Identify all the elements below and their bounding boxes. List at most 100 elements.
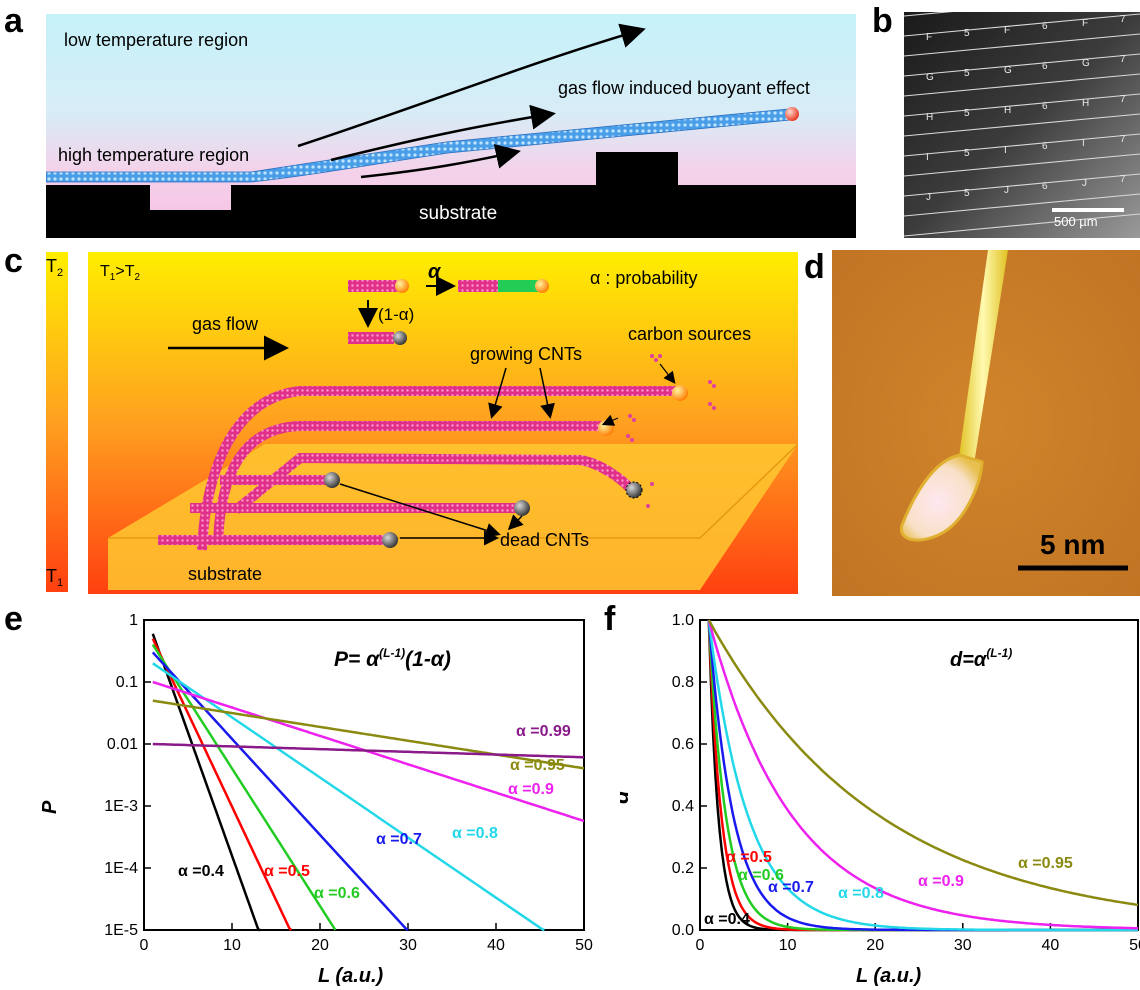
grid-letter: I	[1004, 145, 1007, 156]
grid-letter: I	[926, 152, 929, 163]
probability-label: α : probability	[590, 268, 697, 288]
y-tick-label: 0.6	[672, 736, 694, 753]
grid-number: 7	[1120, 134, 1126, 145]
x-tick-label: 30	[954, 937, 972, 954]
substrate-label-c: substrate	[188, 564, 262, 584]
grid-line	[904, 153, 1140, 177]
catalyst-particle	[785, 107, 799, 121]
grid-number: 5	[964, 108, 970, 119]
flow-arrow-2	[330, 104, 556, 162]
scale-label-b: 500 µm	[1054, 214, 1098, 229]
cnt-2	[213, 421, 602, 545]
grid-number: 5	[964, 148, 970, 159]
temperature-scale	[46, 252, 68, 592]
substrate-block	[46, 152, 856, 238]
formula-e: P= α(L-1)(1-α)	[334, 646, 451, 671]
panel-letter-f: f	[604, 600, 616, 638]
x-tick-label: 10	[779, 937, 797, 954]
panel-a-diagram: low temperature region high temperature …	[46, 14, 856, 238]
grid-letter: J	[926, 192, 931, 203]
y-tick-label: 0.1	[116, 674, 138, 691]
panel-letter-c: c	[4, 242, 23, 280]
flow-arrow-3	[360, 144, 521, 179]
plot-frame	[143, 619, 585, 931]
grid-line	[904, 53, 1140, 77]
substrate-label-a: substrate	[419, 203, 497, 224]
ylabel-e: P	[39, 800, 61, 814]
grid-number: 6	[1042, 101, 1048, 112]
series-line	[707, 619, 1139, 907]
x-tick-label: 20	[866, 937, 884, 954]
series-label: α =0.5	[726, 849, 772, 866]
series-line	[707, 619, 1138, 932]
y-tick-label: 0.01	[107, 736, 138, 753]
x-tick-label: 30	[399, 937, 417, 954]
grid-markers: F 5 F 6 F 7 G 5 G 6 G 7 H 5 H 6 H 7 I 5 I 6 I 7 J 5 J 6 J 7	[926, 14, 1126, 203]
y-tick-label: 0.4	[672, 798, 694, 815]
cnt-2-catalyst	[598, 420, 614, 436]
series-label: α =0.6	[738, 867, 784, 884]
x-tick-label: 50	[1129, 937, 1140, 954]
grid-number: 7	[1120, 14, 1126, 25]
inset-catalyst-2	[535, 279, 549, 293]
grid-letter: H	[1004, 105, 1011, 116]
carbon-label: carbon sources	[628, 324, 751, 344]
growing-arrow-2	[539, 367, 555, 419]
afm-nanotube	[958, 250, 1008, 464]
high-temp-label: high temperature region	[58, 145, 249, 165]
dead-cnt-3-catalyst	[382, 532, 398, 548]
grid-letter: J	[1004, 185, 1009, 196]
series-label: α =0.9	[508, 781, 554, 798]
grid-letter: I	[1082, 138, 1085, 149]
series-label: α =0.6	[314, 885, 360, 902]
grid-number: 6	[1042, 141, 1048, 152]
series-line	[152, 699, 585, 770]
inset-tube-long	[458, 280, 498, 292]
cnt-3-catalyst	[625, 481, 643, 499]
alpha-label: α	[428, 261, 442, 283]
axes-e: 0 10 20 30 40 50 1 0.1 0.01 1E-3 1E-4 1E-5	[104, 612, 593, 954]
t2-label: T2	[46, 256, 63, 279]
inset-tube	[348, 280, 398, 292]
cnt-1	[197, 386, 680, 551]
x-tick-label: 40	[487, 937, 505, 954]
grid-line	[904, 193, 1140, 217]
t1-label: T1	[46, 566, 63, 589]
x-tick-label: 0	[140, 937, 149, 954]
dead-label: dead CNTs	[500, 530, 589, 550]
series-labels-f: α =0.4 α =0.5α =0.6α =0.7 α =0.8 α =0.9 α =0…	[704, 849, 1073, 928]
grid-letter: G	[1082, 58, 1090, 69]
series-label: α =0.8	[452, 825, 498, 842]
inset-tube-grown	[498, 280, 538, 292]
grid-line	[904, 13, 1140, 37]
y-tick-label: 1E-5	[104, 922, 138, 939]
grid-letter: G	[926, 72, 934, 83]
carbon-particles	[626, 354, 716, 508]
inset-dead-catalyst	[393, 331, 407, 345]
grid-number: 6	[1042, 181, 1048, 192]
grid-line	[904, 133, 1140, 157]
ylabel-f: d	[620, 790, 633, 804]
one-minus-alpha-label: (1-α)	[378, 305, 414, 324]
axes-f: 0 10 20 30 40 50 0.0 0.2 0.4 0.6 0.8 1.0	[672, 612, 1140, 954]
x-tick-label: 0	[696, 937, 705, 954]
inset-catalyst	[395, 279, 409, 293]
buoyant-label: gas flow induced buoyant effect	[558, 78, 810, 98]
series-group-e	[151, 633, 585, 932]
series-line	[151, 633, 261, 932]
grid-number: 5	[964, 68, 970, 79]
x-tick-label: 40	[1042, 937, 1060, 954]
series-line	[151, 651, 409, 932]
series-line	[151, 638, 293, 931]
scale-label-d: 5 nm	[1040, 529, 1105, 560]
x-tick-label: 50	[575, 937, 593, 954]
grid-line	[904, 73, 1140, 97]
y-tick-label: 0.8	[672, 674, 694, 691]
panel-letter-b: b	[872, 2, 893, 40]
grid-letter: G	[1004, 65, 1012, 76]
y-tick-label: 0.2	[672, 860, 694, 877]
grid-line	[904, 173, 1140, 197]
grid-letter: H	[1082, 98, 1089, 109]
x-tick-label: 20	[311, 937, 329, 954]
